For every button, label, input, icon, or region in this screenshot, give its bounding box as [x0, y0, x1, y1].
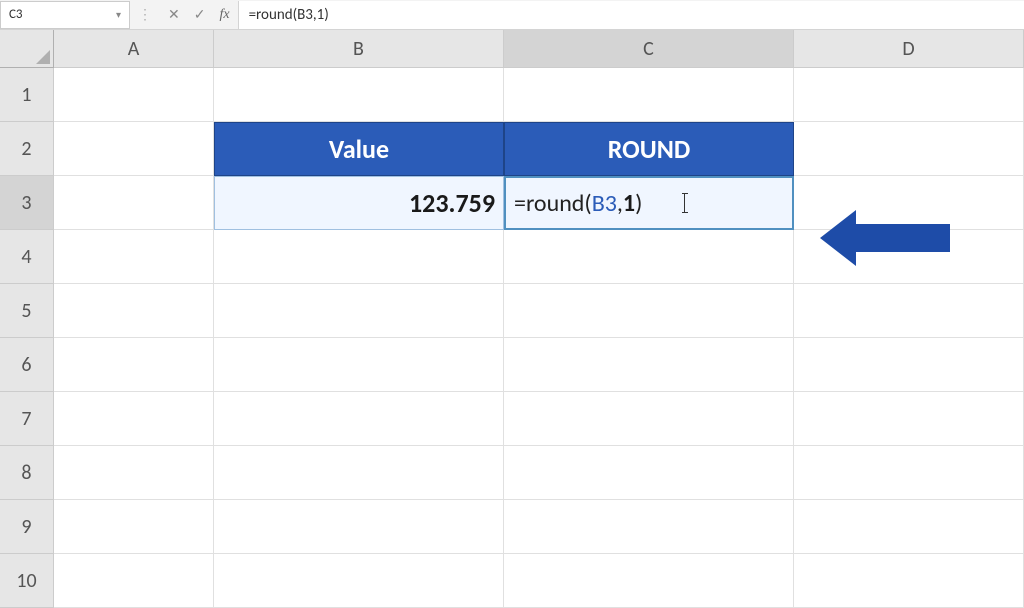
cell-reference: C3	[9, 7, 23, 22]
row-header-5[interactable]: 5	[0, 284, 54, 338]
cell-D2[interactable]	[794, 122, 1024, 176]
cell-D6[interactable]	[794, 338, 1024, 392]
formula-prefix: =round(	[514, 189, 592, 218]
row-header-1[interactable]: 1	[0, 68, 54, 122]
name-box-dropdown-icon[interactable]: ▾	[116, 8, 121, 21]
row-1: 1	[0, 68, 1024, 122]
cell-D9[interactable]	[794, 500, 1024, 554]
cell-A8[interactable]	[54, 446, 214, 500]
cell-A3[interactable]	[54, 176, 214, 230]
table-header-value[interactable]: Value	[214, 122, 504, 176]
formula-buttons: ✕ ✓ fx	[160, 6, 238, 23]
row-header-6[interactable]: 6	[0, 338, 54, 392]
cell-C1[interactable]	[504, 68, 794, 122]
row-header-10[interactable]: 10	[0, 554, 54, 608]
row-7: 7	[0, 392, 1024, 446]
row-header-4[interactable]: 4	[0, 230, 54, 284]
row-header-2[interactable]: 2	[0, 122, 54, 176]
table-header-round[interactable]: ROUND	[504, 122, 794, 176]
cell-D1[interactable]	[794, 68, 1024, 122]
cell-B8[interactable]	[214, 446, 504, 500]
col-header-D[interactable]: D	[794, 30, 1024, 68]
cell-B10[interactable]	[214, 554, 504, 608]
cell-C6[interactable]	[504, 338, 794, 392]
column-headers: A B C D	[0, 30, 1024, 68]
cancel-icon[interactable]: ✕	[168, 6, 180, 23]
row-header-7[interactable]: 7	[0, 392, 54, 446]
cell-A9[interactable]	[54, 500, 214, 554]
cell-A2[interactable]	[54, 122, 214, 176]
row-9: 9	[0, 500, 1024, 554]
cell-C5[interactable]	[504, 284, 794, 338]
cell-B5[interactable]	[214, 284, 504, 338]
cell-A10[interactable]	[54, 554, 214, 608]
cell-C4[interactable]	[504, 230, 794, 284]
text-cursor-icon	[682, 193, 688, 213]
cell-B9[interactable]	[214, 500, 504, 554]
fx-icon[interactable]: fx	[219, 7, 229, 23]
cell-C7[interactable]	[504, 392, 794, 446]
row-6: 6	[0, 338, 1024, 392]
divider: ⋮	[130, 6, 160, 23]
cell-C3-formula[interactable]: =round(B3,1)	[504, 176, 794, 230]
cell-D8[interactable]	[794, 446, 1024, 500]
spreadsheet-grid: A B C D 1 2 Value ROUND 3 123.759 =round…	[0, 30, 1024, 608]
arrow-body	[850, 224, 950, 252]
cell-C8[interactable]	[504, 446, 794, 500]
cell-A5[interactable]	[54, 284, 214, 338]
name-box[interactable]: C3 ▾	[0, 1, 130, 29]
cell-B1[interactable]	[214, 68, 504, 122]
row-5: 5	[0, 284, 1024, 338]
cell-D5[interactable]	[794, 284, 1024, 338]
cell-B4[interactable]	[214, 230, 504, 284]
cell-D7[interactable]	[794, 392, 1024, 446]
row-10: 10	[0, 554, 1024, 608]
col-header-C[interactable]: C	[504, 30, 794, 68]
formula-num: 1	[623, 189, 635, 218]
row-header-8[interactable]: 8	[0, 446, 54, 500]
cell-B7[interactable]	[214, 392, 504, 446]
cell-D10[interactable]	[794, 554, 1024, 608]
row-3: 3 123.759 =round(B3,1)	[0, 176, 1024, 230]
cell-A4[interactable]	[54, 230, 214, 284]
formula-bar: C3 ▾ ⋮ ✕ ✓ fx =round(B3,1)	[0, 0, 1024, 30]
select-all-corner[interactable]	[0, 30, 54, 68]
formula-suffix: )	[635, 189, 642, 218]
row-8: 8	[0, 446, 1024, 500]
col-header-B[interactable]: B	[214, 30, 504, 68]
cell-C10[interactable]	[504, 554, 794, 608]
formula-text: =round(B3,1)	[249, 6, 329, 24]
cell-C9[interactable]	[504, 500, 794, 554]
cell-B6[interactable]	[214, 338, 504, 392]
row-header-3[interactable]: 3	[0, 176, 54, 230]
row-2: 2 Value ROUND	[0, 122, 1024, 176]
formula-ref: B3	[592, 189, 617, 218]
cell-B3-value[interactable]: 123.759	[214, 176, 504, 230]
row-header-9[interactable]: 9	[0, 500, 54, 554]
cell-A7[interactable]	[54, 392, 214, 446]
cell-A6[interactable]	[54, 338, 214, 392]
formula-input[interactable]: =round(B3,1)	[238, 1, 1024, 29]
col-header-A[interactable]: A	[54, 30, 214, 68]
cell-A1[interactable]	[54, 68, 214, 122]
confirm-icon[interactable]: ✓	[194, 6, 206, 23]
